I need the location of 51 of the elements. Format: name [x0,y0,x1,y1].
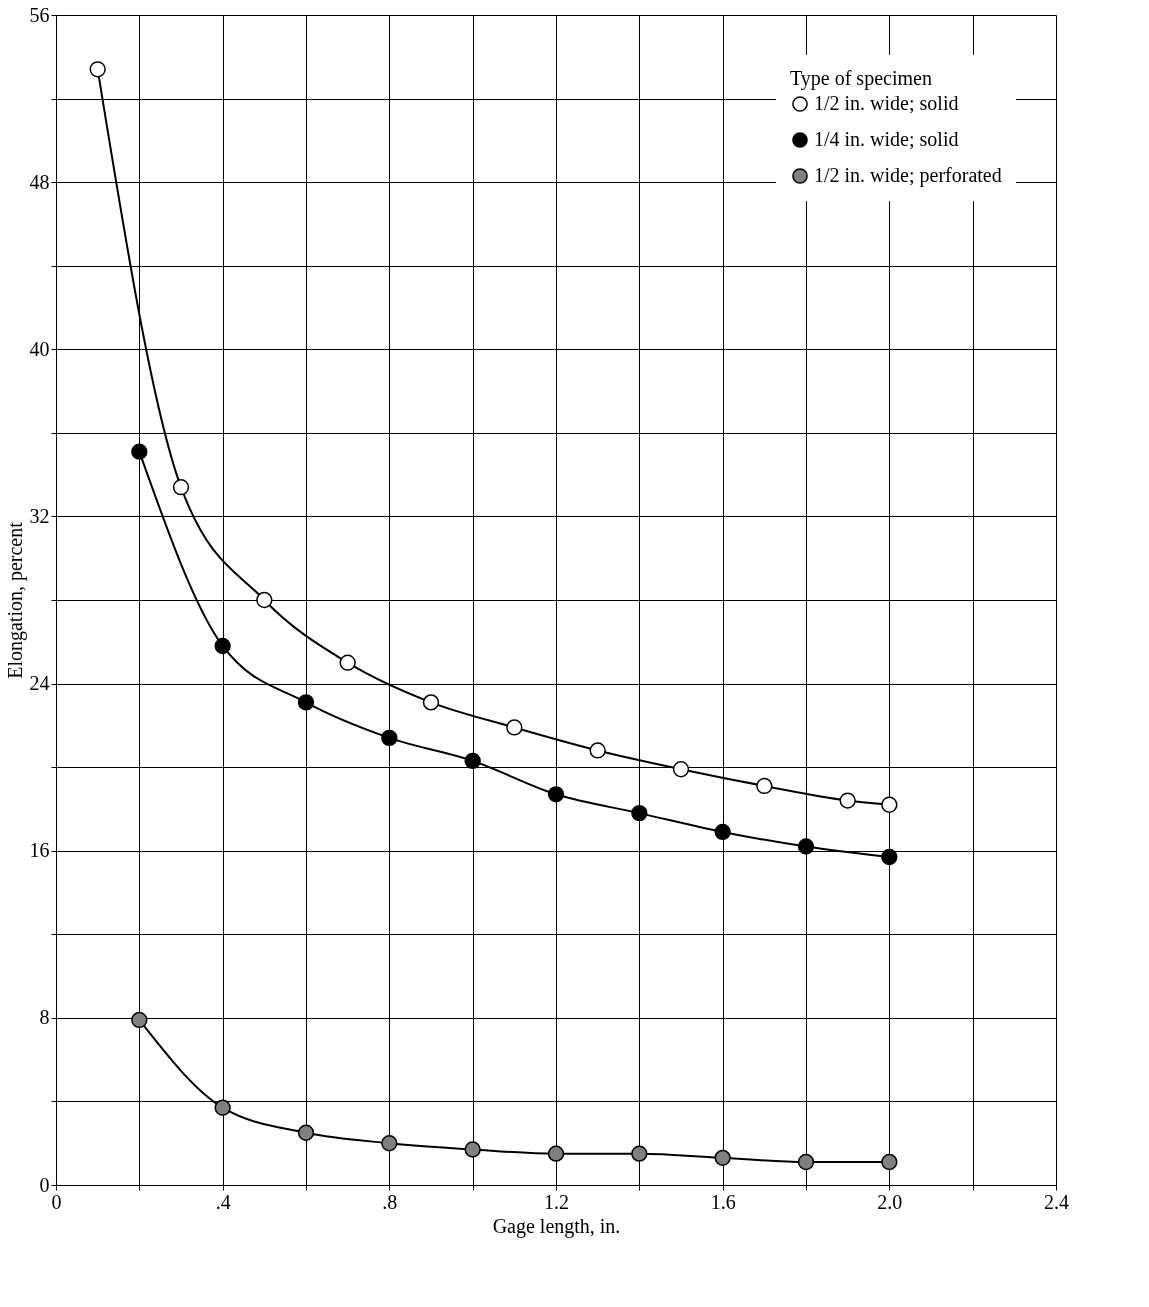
x-tick-label: 2.4 [1044,1190,1069,1213]
point [381,1135,398,1152]
point [256,591,273,609]
point [89,61,106,78]
point [672,761,690,778]
point [297,1124,315,1141]
x-tick-label: 1.6 [710,1190,736,1213]
point [131,443,148,460]
point [797,1153,815,1171]
point [422,694,440,711]
x-tick-label: .8 [382,1190,398,1213]
y-tick-label: 40 [29,337,50,360]
point [381,729,398,747]
point [881,1153,898,1171]
legend-label: 1/4 in. wide; solid [814,128,959,150]
y-tick-label: 56 [29,3,50,26]
y-tick-label: 32 [29,504,50,527]
x-tick-label: 2.0 [877,1190,903,1213]
point [881,848,898,866]
point [714,1149,731,1166]
point [506,719,523,736]
legend-label: 1/2 in. wide; perforated [814,164,1002,187]
y-tick-label: 16 [29,839,50,862]
point [881,796,898,813]
point [214,637,231,655]
x-tick-label: 1.2 [544,1190,569,1213]
legend-title: Type of specimen [790,67,932,90]
x-tick-label: .4 [215,1190,231,1213]
y-tick-label: 0 [39,1173,50,1196]
point [547,1145,565,1162]
legend-label: 1/2 in. wide; solid [814,92,959,114]
x-axis-title: Gage length, in. [492,1214,621,1238]
point [839,792,856,809]
y-tick-label: 8 [39,1006,50,1029]
point [631,804,648,822]
y-tick-label: 48 [29,170,50,193]
point [631,1145,648,1162]
y-axis-title: Elongation, percent [3,521,27,679]
point [172,479,190,496]
point [797,838,815,855]
point [214,1099,231,1116]
point [547,786,565,803]
point [589,742,606,759]
point [339,654,356,671]
point [131,1011,148,1029]
point [297,694,315,711]
point [714,823,731,841]
point [464,752,481,770]
point [756,777,773,795]
point [464,1141,481,1158]
y-tick-label: 24 [29,672,50,695]
